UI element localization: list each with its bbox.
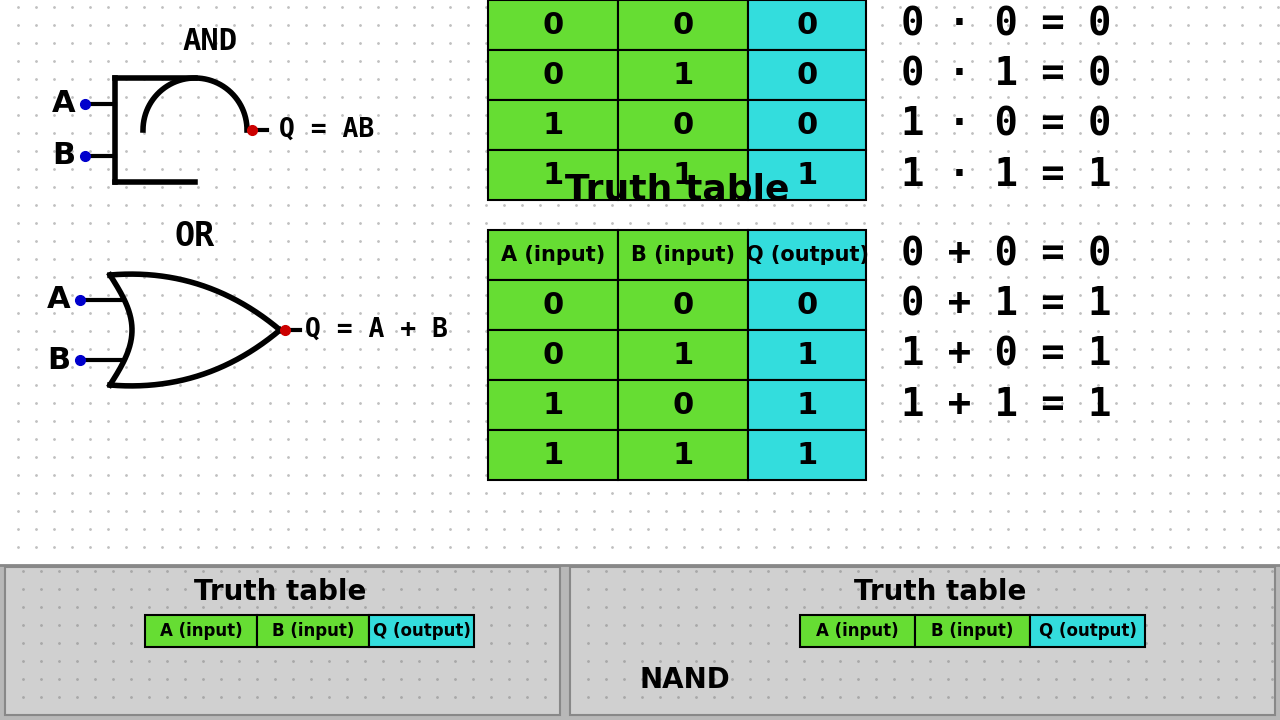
Text: B (input): B (input) — [932, 622, 1014, 640]
Text: A: A — [51, 89, 76, 119]
Text: A (input): A (input) — [817, 622, 899, 640]
Text: 0: 0 — [672, 290, 694, 320]
Text: Truth table: Truth table — [854, 578, 1027, 606]
Text: 1: 1 — [796, 161, 818, 189]
Text: A: A — [46, 285, 70, 314]
Bar — [488, 280, 618, 330]
Bar — [257, 615, 369, 647]
Text: 1 + 1 = 1: 1 + 1 = 1 — [901, 386, 1111, 424]
Text: 0: 0 — [796, 11, 818, 40]
Text: 1: 1 — [796, 441, 818, 469]
Text: 1: 1 — [672, 161, 694, 189]
Text: 1: 1 — [796, 341, 818, 369]
Bar — [488, 380, 618, 430]
Bar — [748, 150, 867, 200]
Text: 0 · 1 = 0: 0 · 1 = 0 — [901, 56, 1111, 94]
Bar — [618, 50, 748, 100]
Text: AND: AND — [183, 27, 238, 56]
Bar — [748, 430, 867, 480]
Bar — [488, 330, 618, 380]
FancyBboxPatch shape — [570, 567, 1275, 715]
Text: Truth table: Truth table — [193, 578, 366, 606]
Bar — [748, 380, 867, 430]
Bar — [915, 615, 1030, 647]
Text: 0: 0 — [672, 110, 694, 140]
Text: 0 + 0 = 0: 0 + 0 = 0 — [901, 236, 1111, 274]
Text: 1 · 0 = 0: 1 · 0 = 0 — [901, 106, 1111, 144]
Text: A (input): A (input) — [500, 245, 605, 265]
Text: Truth table: Truth table — [564, 173, 790, 207]
Bar — [618, 380, 748, 430]
Bar — [488, 150, 618, 200]
Bar — [488, 430, 618, 480]
Bar — [748, 330, 867, 380]
FancyBboxPatch shape — [0, 0, 1280, 565]
Bar — [748, 0, 867, 50]
Text: Q (output): Q (output) — [1038, 622, 1137, 640]
Text: NAND: NAND — [640, 666, 731, 694]
Bar — [618, 280, 748, 330]
Text: B (input): B (input) — [631, 245, 735, 265]
Text: 1: 1 — [543, 161, 563, 189]
Text: 0: 0 — [543, 11, 563, 40]
Text: 1 + 0 = 1: 1 + 0 = 1 — [901, 336, 1111, 374]
Bar — [748, 100, 867, 150]
Text: 0: 0 — [543, 290, 563, 320]
Text: 0: 0 — [796, 60, 818, 89]
Bar — [488, 230, 618, 280]
Text: 1 · 1 = 1: 1 · 1 = 1 — [901, 156, 1111, 194]
Text: 1: 1 — [672, 60, 694, 89]
Bar — [748, 280, 867, 330]
Text: B: B — [52, 142, 76, 171]
Text: 1: 1 — [672, 441, 694, 469]
Text: 0: 0 — [796, 290, 818, 320]
Text: 0: 0 — [543, 60, 563, 89]
Text: 0 + 1 = 1: 0 + 1 = 1 — [901, 286, 1111, 324]
Text: B: B — [47, 346, 70, 374]
Text: 1: 1 — [543, 110, 563, 140]
Bar — [618, 330, 748, 380]
Bar — [618, 430, 748, 480]
Text: Q = A + B: Q = A + B — [305, 317, 448, 343]
Text: Q (output): Q (output) — [372, 622, 471, 640]
Text: 0: 0 — [672, 390, 694, 420]
Text: 1: 1 — [796, 390, 818, 420]
Bar — [618, 230, 748, 280]
Text: 0 · 0 = 0: 0 · 0 = 0 — [901, 6, 1111, 44]
Text: 1: 1 — [543, 390, 563, 420]
Text: 1: 1 — [672, 341, 694, 369]
Bar — [488, 100, 618, 150]
Bar — [488, 50, 618, 100]
FancyBboxPatch shape — [5, 567, 561, 715]
Bar — [748, 230, 867, 280]
Text: 0: 0 — [796, 110, 818, 140]
Bar — [618, 100, 748, 150]
Bar — [748, 50, 867, 100]
Bar — [800, 615, 915, 647]
Bar — [145, 615, 257, 647]
Bar — [488, 0, 618, 50]
Text: B (input): B (input) — [271, 622, 355, 640]
Text: Q (output): Q (output) — [745, 245, 869, 265]
Text: OR: OR — [175, 220, 215, 253]
Text: Q = AB: Q = AB — [279, 117, 374, 143]
Text: 0: 0 — [672, 11, 694, 40]
Text: 0: 0 — [543, 341, 563, 369]
Bar — [618, 150, 748, 200]
Text: A (input): A (input) — [160, 622, 242, 640]
Text: 1: 1 — [543, 441, 563, 469]
Bar — [369, 615, 474, 647]
Bar — [1030, 615, 1146, 647]
Bar — [618, 0, 748, 50]
